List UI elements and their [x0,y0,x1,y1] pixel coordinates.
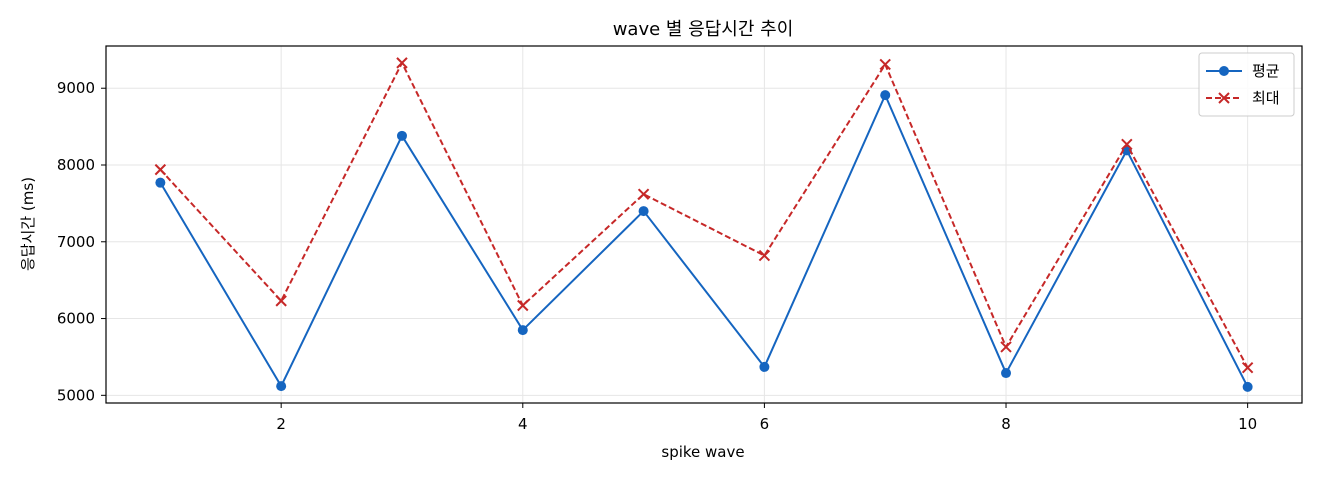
data-point [154,163,167,176]
data-point [275,295,287,307]
series-layer [154,57,1254,392]
y-axis-title: 응답시간 (ms) [19,177,37,271]
x-tick-label: 2 [276,415,286,433]
legend-label-avg: 평균 [1252,62,1280,80]
plot-frame [105,45,1303,404]
grid [106,46,1302,403]
y-tick-label: 7000 [57,233,95,251]
y-tick-label: 6000 [57,310,95,328]
legend-marker-avg [1219,66,1229,76]
data-point [396,57,408,69]
y-axis: 5000 6000 7000 8000 9000 [57,79,106,404]
x-axis: 2 4 6 8 10 [276,403,1257,433]
data-point [1241,361,1254,374]
chart-title: wave 별 응답시간 추이 [613,19,794,40]
data-point [1001,368,1012,379]
data-point [1121,138,1133,150]
legend-marker-max [1218,92,1230,104]
series-line [159,94,1249,388]
series-max [154,57,1254,374]
data-point [638,206,649,217]
x-tick-label: 8 [1001,415,1011,433]
x-tick-label: 10 [1238,415,1257,433]
data-point [879,58,891,71]
series-avg [155,90,1253,392]
data-point [276,381,287,392]
data-point [396,130,407,141]
data-point [155,177,166,188]
x-tick-label: 6 [760,415,770,433]
data-point [517,325,528,336]
legend-label-max: 최대 [1252,89,1280,107]
x-axis-title: spike wave [661,443,744,461]
y-tick-label: 9000 [57,79,95,97]
data-point [517,299,529,312]
y-tick-label: 8000 [57,156,95,174]
legend-box [1198,52,1295,117]
data-point [637,188,650,200]
data-point [758,249,771,262]
data-point [880,90,891,101]
y-tick-label: 5000 [57,386,95,404]
data-point [1242,381,1253,392]
data-point [759,361,770,372]
legend: 평균 최대 [1198,52,1295,117]
series-line [159,61,1249,369]
data-point [1000,341,1012,353]
x-tick-label: 4 [518,415,528,433]
